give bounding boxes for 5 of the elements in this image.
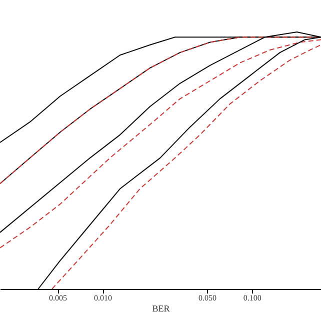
x-tick-label: 0.050 [198, 294, 216, 302]
x-tick-label: 0.005 [49, 294, 68, 302]
x-tick-label: 0.010 [94, 294, 112, 302]
x-axis-title: BER [152, 304, 170, 314]
x-tick-label: 0.100 [243, 294, 262, 302]
